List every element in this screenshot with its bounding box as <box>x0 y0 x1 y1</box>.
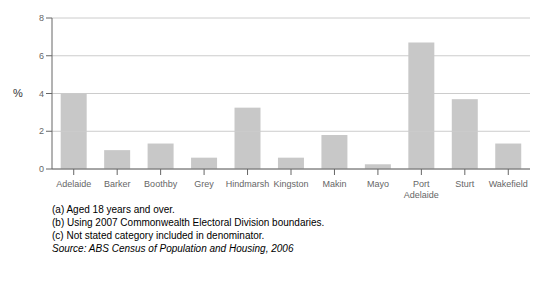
svg-text:Hindmarsh: Hindmarsh <box>226 179 270 189</box>
svg-text:Barker: Barker <box>104 179 131 189</box>
svg-text:Sturt: Sturt <box>455 179 475 189</box>
svg-text:Boothby: Boothby <box>144 179 178 189</box>
svg-text:Adelaide: Adelaide <box>56 179 91 189</box>
svg-text:Kingston: Kingston <box>273 179 308 189</box>
svg-text:%: % <box>13 87 23 99</box>
svg-text:Grey: Grey <box>194 179 214 189</box>
svg-text:2: 2 <box>39 126 44 136</box>
svg-text:Mayo: Mayo <box>367 179 389 189</box>
html-text:(a) Aged 18 years and over.: (a) Aged 18 years and over. <box>52 204 175 215</box>
svg-text:0: 0 <box>39 164 44 174</box>
html-text:(b) Using 2007 Commonwealth El: (b) Using 2007 Commonwealth Electoral Di… <box>52 217 325 228</box>
svg-text:6: 6 <box>39 51 44 61</box>
svg-text:PortAdelaide: PortAdelaide <box>404 179 439 200</box>
svg-text:Makin: Makin <box>322 179 346 189</box>
svg-text:Wakefield: Wakefield <box>489 179 528 189</box>
svg-text:8: 8 <box>39 13 44 23</box>
svg-text:4: 4 <box>39 89 44 99</box>
html-text:(c) Not stated category includ: (c) Not stated category included in deno… <box>52 230 265 241</box>
html-text:Source: ABS Census of Populati: Source: ABS Census of Population and Hou… <box>52 243 294 254</box>
